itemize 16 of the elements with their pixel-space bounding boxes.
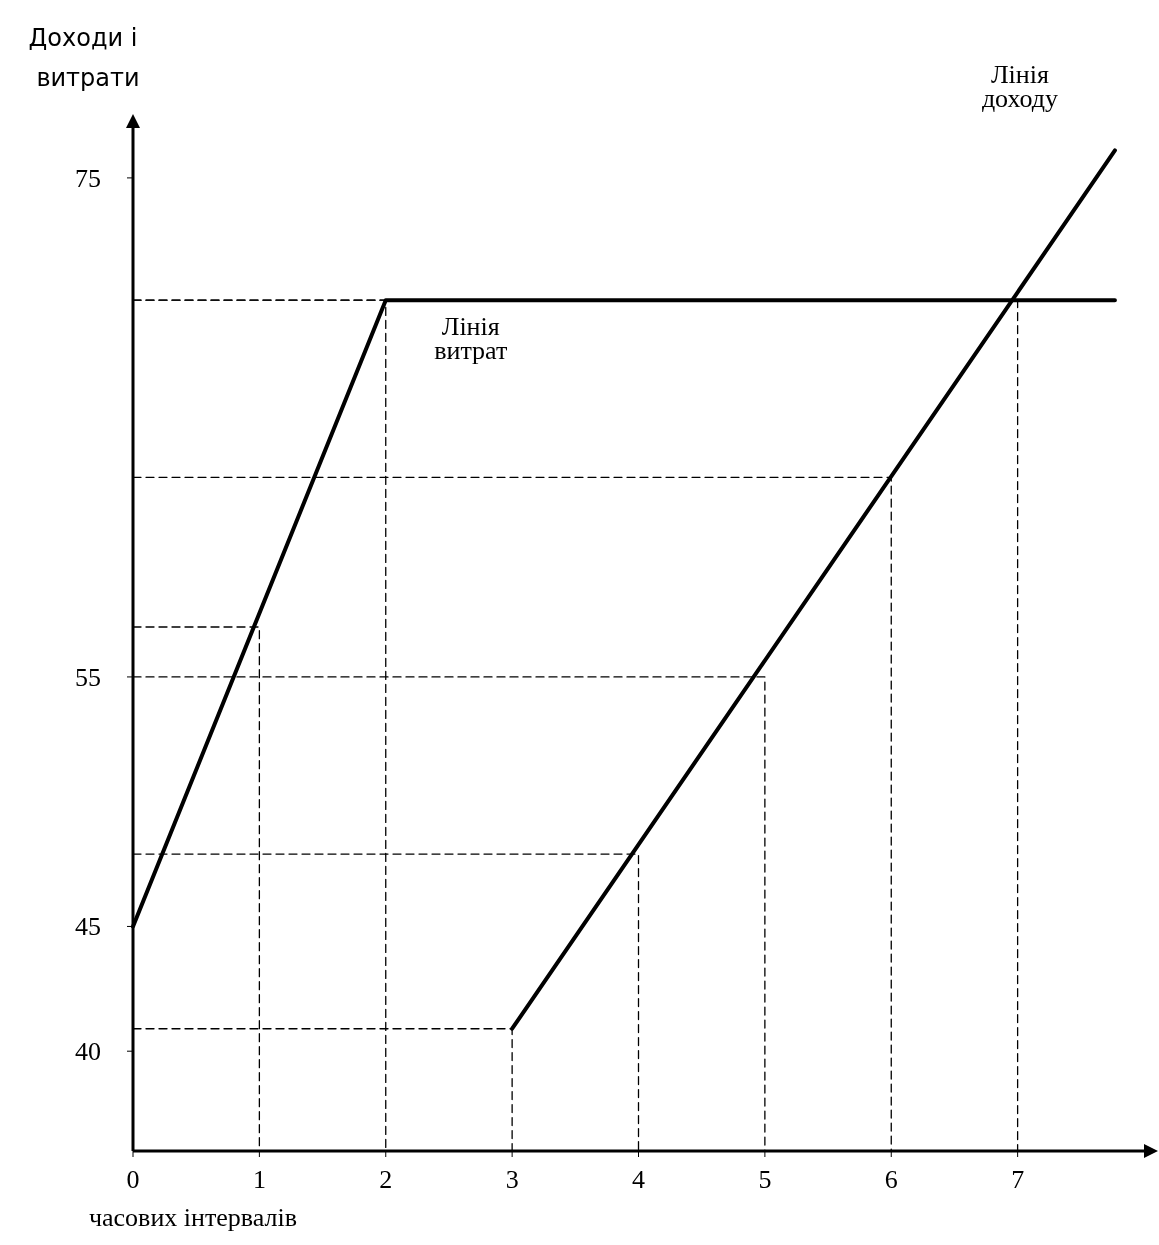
text: Лінія доходу (981, 60, 1058, 113)
x-tick-label: 5 (758, 1165, 772, 1194)
x-tick-label: 0 (126, 1165, 140, 1194)
x-tick-label: 6 (884, 1165, 898, 1194)
x-tick-label: 4 (632, 1165, 645, 1194)
x-tick-label: 7 (1011, 1165, 1025, 1194)
x-tick-label: 2 (379, 1165, 393, 1194)
x-tick-label: 1 (252, 1165, 266, 1194)
series-label: Лінія витрат (434, 312, 508, 366)
x-tick-label: 3 (505, 1165, 519, 1194)
y-axis-title: Доходи і витрати (28, 24, 140, 92)
x-axis-title: часових інтервалів (88, 1203, 298, 1232)
y-tick-label: 75 (75, 163, 101, 193)
y-tick-label: 45 (75, 912, 101, 942)
y-tick-label: 40 (75, 1037, 101, 1067)
y-tick-label: 55 (75, 662, 101, 692)
